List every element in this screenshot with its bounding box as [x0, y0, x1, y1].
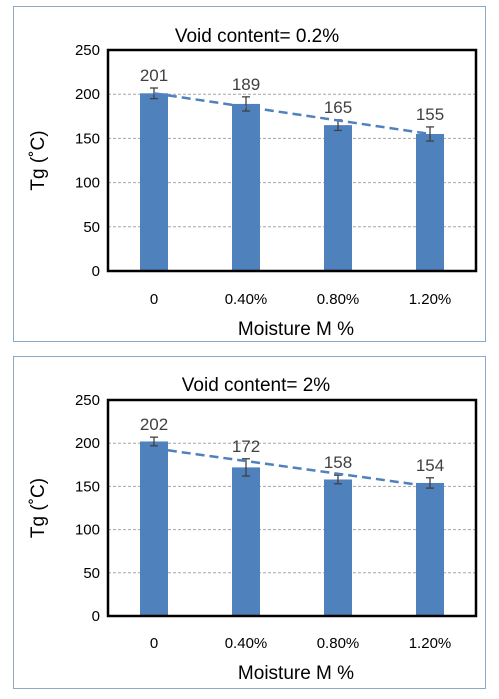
data-label: 154	[416, 456, 444, 475]
x-tick-label: 0.80%	[317, 291, 360, 308]
y-tick-label: 200	[75, 86, 100, 103]
y-axis-label: Tg (˚C)	[28, 478, 49, 538]
bar	[232, 103, 260, 271]
x-tick-label: 0	[150, 635, 158, 652]
chart-title: Void content= 2%	[182, 375, 331, 396]
chart-title: Void content= 0.2%	[175, 26, 339, 47]
bar	[232, 467, 260, 616]
data-label: 165	[324, 98, 352, 117]
bar	[416, 133, 444, 271]
data-label: 155	[416, 105, 444, 124]
chart-void-0-2: 0 50 100 150 200 250 201 0 189 0.40% 165 0.80% 155 1.…	[28, 26, 478, 340]
bar	[324, 125, 352, 271]
chart-void-2: 0 50 100 150 200 250 202 0 172 0.40% 158 0.80% 154 1.…	[28, 375, 478, 684]
y-tick-label: 250	[75, 42, 100, 59]
y-tick-label: 50	[83, 219, 100, 236]
x-tick-label: 1.20%	[409, 291, 452, 308]
data-label: 189	[232, 75, 260, 94]
y-tick-label: 50	[83, 565, 100, 582]
x-tick-label: 0.40%	[225, 291, 268, 308]
y-tick-label: 100	[75, 522, 100, 539]
data-label: 172	[232, 437, 260, 456]
chart-panel-void-2: 0 50 100 150 200 250 202 0 172 0.40% 158 0.80% 154 1.…	[13, 356, 486, 689]
x-tick-label: 0.80%	[317, 635, 360, 652]
x-axis-label: Moisture M %	[238, 663, 354, 684]
chart-panel-void-0-2: 0 50 100 150 200 250 201 0 189 0.40% 165 0.80% 155 1.…	[13, 6, 486, 342]
x-tick-label: 0.40%	[225, 635, 268, 652]
y-tick-label: 0	[92, 608, 100, 625]
bar	[140, 441, 168, 616]
y-tick-label: 200	[75, 435, 100, 452]
y-tick-label: 100	[75, 175, 100, 192]
x-tick-label: 0	[150, 291, 158, 308]
y-tick-label: 250	[75, 392, 100, 409]
bar	[324, 479, 352, 616]
y-tick-label: 150	[75, 130, 100, 147]
y-axis-label: Tg (˚C)	[28, 130, 49, 190]
x-axis-label: Moisture M %	[238, 319, 354, 340]
trendline	[153, 92, 431, 136]
y-tick-label: 150	[75, 478, 100, 495]
x-tick-label: 1.20%	[409, 635, 452, 652]
trendline	[153, 447, 431, 488]
bar	[140, 93, 168, 271]
plot-frame	[106, 398, 478, 618]
data-label: 158	[324, 453, 352, 472]
plot-frame	[106, 48, 478, 273]
data-label: 201	[140, 66, 168, 85]
y-tick-label: 0	[92, 263, 100, 280]
data-label: 202	[140, 415, 168, 434]
bar	[416, 482, 444, 616]
